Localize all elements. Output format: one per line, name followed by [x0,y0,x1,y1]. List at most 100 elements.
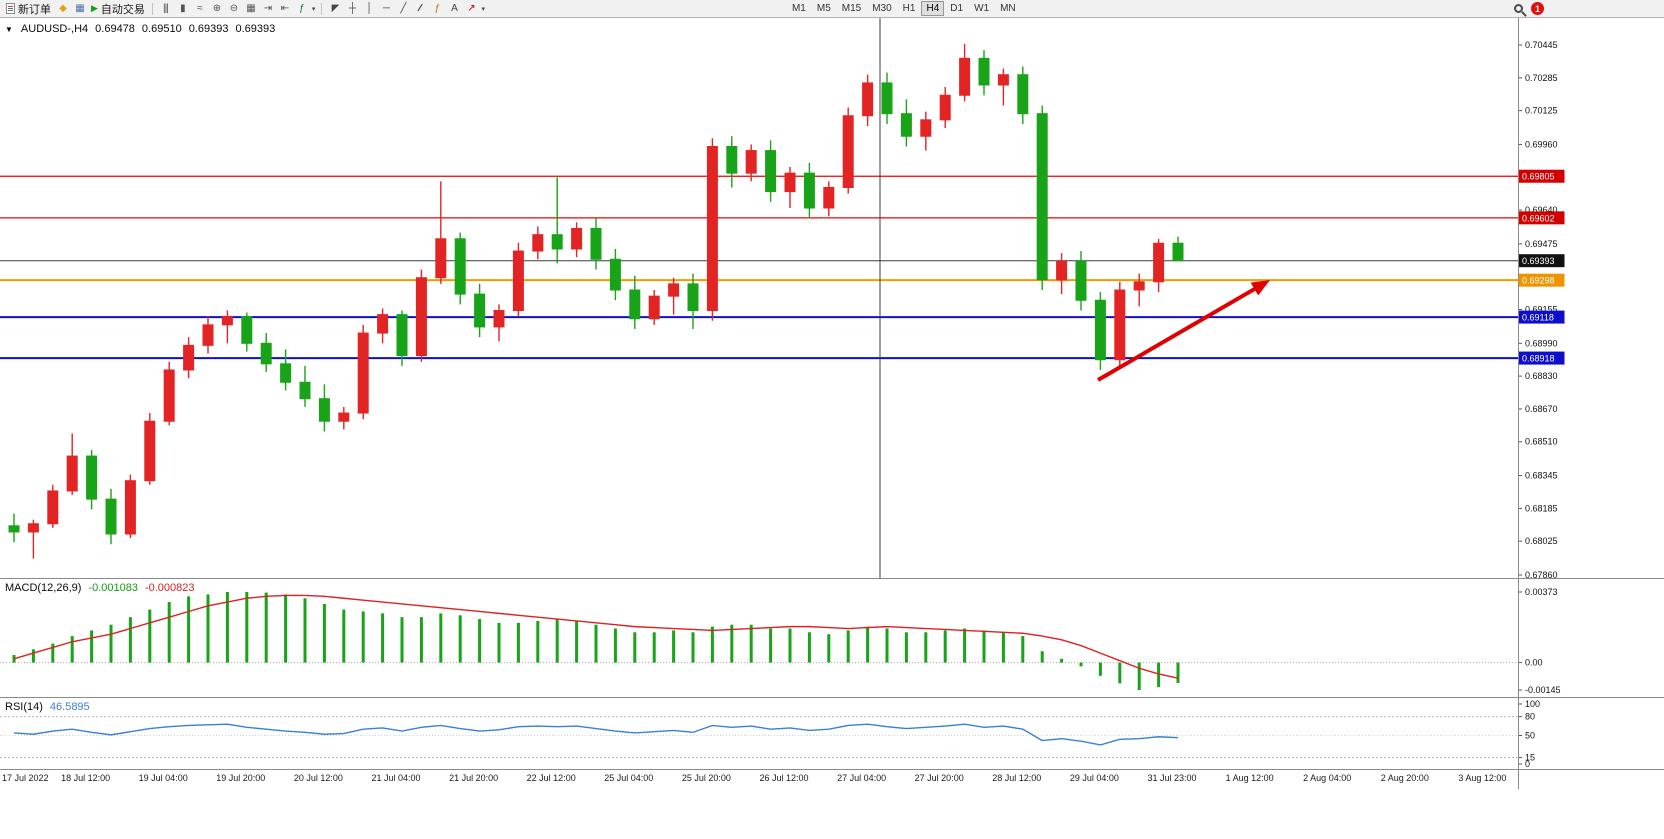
zoom-in-button[interactable]: ⊕ [208,1,225,17]
timeframe-m30-button[interactable]: M30 [872,3,892,14]
horizontal-line-button[interactable]: ─ [377,1,394,17]
candle-body [183,344,195,371]
ohlc-low: 0.69393 [188,23,229,35]
time-axis-label: 19 Jul 20:00 [216,773,266,783]
notification-badge[interactable]: 1 [1531,2,1544,15]
candle-body [493,310,505,328]
candle-body [47,490,59,525]
vertical-line-button[interactable]: │ [360,1,377,17]
panel-splitter[interactable] [0,697,1664,698]
auto-scroll-icon: ⇥ [263,2,272,14]
timeframe-mn-button[interactable]: MN [1000,3,1016,14]
macd-bar [575,620,579,663]
macd-histogram [12,592,1180,690]
trendline-button[interactable]: ╱ [394,1,411,17]
panel-splitter[interactable] [0,769,1664,770]
timeframe-d1-button[interactable]: D1 [950,3,964,14]
bar-chart-button[interactable]: ||| [157,1,174,17]
macd-bar [1176,662,1180,684]
time-axis-label: 18 Jul 12:00 [61,773,111,783]
macd-bar [381,613,385,663]
macd-bar [458,615,462,663]
macd-bar [691,632,695,663]
rsi-canvas[interactable]: 100 80 50 150 [0,698,1664,769]
macd-bar [439,613,443,663]
candle-body [280,363,292,383]
one-click-collapse-arrow-icon[interactable]: ▼ [5,24,13,34]
svg-text:0.69640: 0.69640 [1525,205,1558,215]
candle-body [27,523,39,533]
macd-bar [400,617,404,663]
toolbar-separator [151,2,153,15]
candle-body [1017,74,1029,115]
svg-text:0.69602: 0.69602 [1522,213,1555,223]
time-axis-label: 22 Jul 12:00 [526,773,576,783]
timeframe-h4-button[interactable]: H4 [921,1,945,16]
auto-scroll-button[interactable]: ⇥ [259,1,276,17]
panel-splitter[interactable] [0,578,1664,579]
candle-body [1056,260,1068,281]
macd-bar [943,630,947,663]
rsi-axis-ticks: 100 80 50 150 [1518,699,1540,769]
timeframe-m1-button[interactable]: M1 [791,3,806,14]
price-tag-0.69805: 0.69805 [1518,169,1565,183]
candle-body [920,119,932,137]
candle-body [105,498,117,535]
candle-body [668,283,680,297]
macd-bar [555,619,559,663]
text-button[interactable]: A [445,1,462,17]
macd-bar [264,592,268,663]
macd-bar [361,611,365,663]
macd-bar [710,626,714,663]
timeframe-m5-button[interactable]: M5 [816,3,831,14]
candle-body [357,332,369,414]
zoom-out-button[interactable]: ⊖ [225,1,242,17]
chart-shift-button[interactable]: ⇤ [276,1,293,17]
candlestick-chart-icon: ▮ [180,2,186,14]
macd-canvas[interactable]: 0.00373 0.00 -0.00145 [0,579,1664,697]
fibonacci-icon: ƒ [434,2,441,14]
crosshair-button[interactable]: ┼ [343,1,360,17]
candle-body [706,145,718,312]
svg-text:0.68025: 0.68025 [1525,536,1558,546]
trend-arrow[interactable] [1096,280,1270,382]
macd-bar [904,632,908,663]
candle-body [1114,289,1126,361]
timeframe-h1-button[interactable]: H1 [902,3,916,14]
candle-body [1133,281,1145,291]
search-icon[interactable] [1514,4,1523,13]
dropdown-caret-icon[interactable]: ▾ [311,5,316,13]
dropdown-caret-icon[interactable]: ▾ [481,5,485,13]
arrows-button[interactable]: ↗ ▾ [462,1,487,17]
macd-header: MACD(12,26,9) -0.001083 -0.000823 [5,582,195,594]
channel-button[interactable]: ∕∕ [411,1,428,17]
macd-bar [594,624,598,663]
new-order-button[interactable]: 新订单 [3,1,54,17]
svg-text:0.67860: 0.67860 [1525,570,1558,578]
auto-trading-button[interactable]: ▶ 自动交易 [88,1,148,17]
candle-body [124,480,136,535]
svg-text:0.00: 0.00 [1525,658,1543,668]
price-tag-0.68918: 0.68918 [1518,351,1565,365]
fibonacci-button[interactable]: ƒ [428,1,445,17]
macd-bar [31,649,35,663]
macd-bar [749,624,753,663]
cursor-button[interactable]: ◤ [326,1,343,17]
tile-windows-button[interactable]: ▦ [242,1,259,17]
svg-text:0.69155: 0.69155 [1525,304,1558,314]
candle-body [997,74,1009,86]
time-axis[interactable]: 17 Jul 2022 18 Jul 12:00 19 Jul 04:00 19 Ju… [0,770,1664,789]
timeframe-w1-button[interactable]: W1 [974,3,990,14]
svg-text:50: 50 [1525,731,1535,741]
macd-bar [322,603,326,663]
metaeditor-button[interactable]: ◆ [54,1,71,17]
chart-window-button[interactable]: ▦ [71,1,88,17]
candlestick-chart-button[interactable]: ▮ [174,1,191,17]
indicators-button[interactable]: ƒ ▾ [293,1,318,17]
timeframe-m15-button[interactable]: M15 [841,3,862,14]
macd-bar [536,620,540,663]
time-axis-label: 1 Aug 12:00 [1225,773,1274,783]
rsi-panel: 100 80 50 15 0 RSI(14) 46.5895 [0,698,1664,769]
main-chart-canvas[interactable]: 0.70445 0.70285 0.70125 0.69960 0.69640 0.694… [0,18,1664,578]
line-chart-button[interactable]: ≈ [191,1,208,17]
